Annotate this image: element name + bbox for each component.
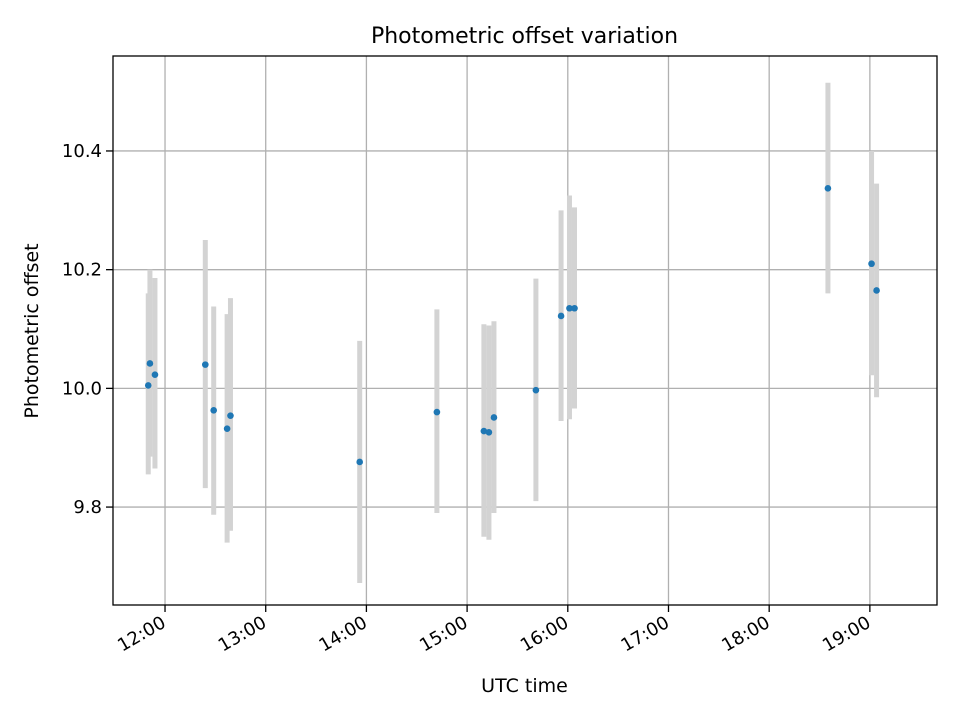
data-point <box>202 361 209 368</box>
data-point <box>151 371 159 379</box>
data-point <box>433 408 441 416</box>
data-point <box>873 287 880 294</box>
data-point <box>490 414 498 421</box>
data-point <box>223 425 231 433</box>
data-point <box>356 458 363 466</box>
data-point <box>227 412 234 419</box>
y-axis-label: Photometric offset <box>21 243 43 418</box>
y-tick-label: 10.4 <box>62 141 102 162</box>
data-point <box>146 360 154 367</box>
data-point <box>480 427 488 435</box>
chart-title: Photometric offset variation <box>371 24 678 49</box>
y-tick-label: 10.0 <box>62 378 102 399</box>
data-point <box>557 312 565 320</box>
data-point <box>532 386 540 394</box>
data-point <box>566 304 573 312</box>
data-points <box>144 185 880 466</box>
data-point <box>485 428 493 436</box>
y-tick-label: 9.8 <box>73 497 102 518</box>
data-point <box>571 304 578 312</box>
x-axis-label: UTC time <box>481 675 568 697</box>
y-tick-label: 10.2 <box>62 260 102 281</box>
data-point <box>868 260 875 268</box>
data-point <box>824 185 832 192</box>
data-point <box>210 407 217 414</box>
data-point <box>144 382 152 389</box>
plot-frame <box>112 55 938 606</box>
